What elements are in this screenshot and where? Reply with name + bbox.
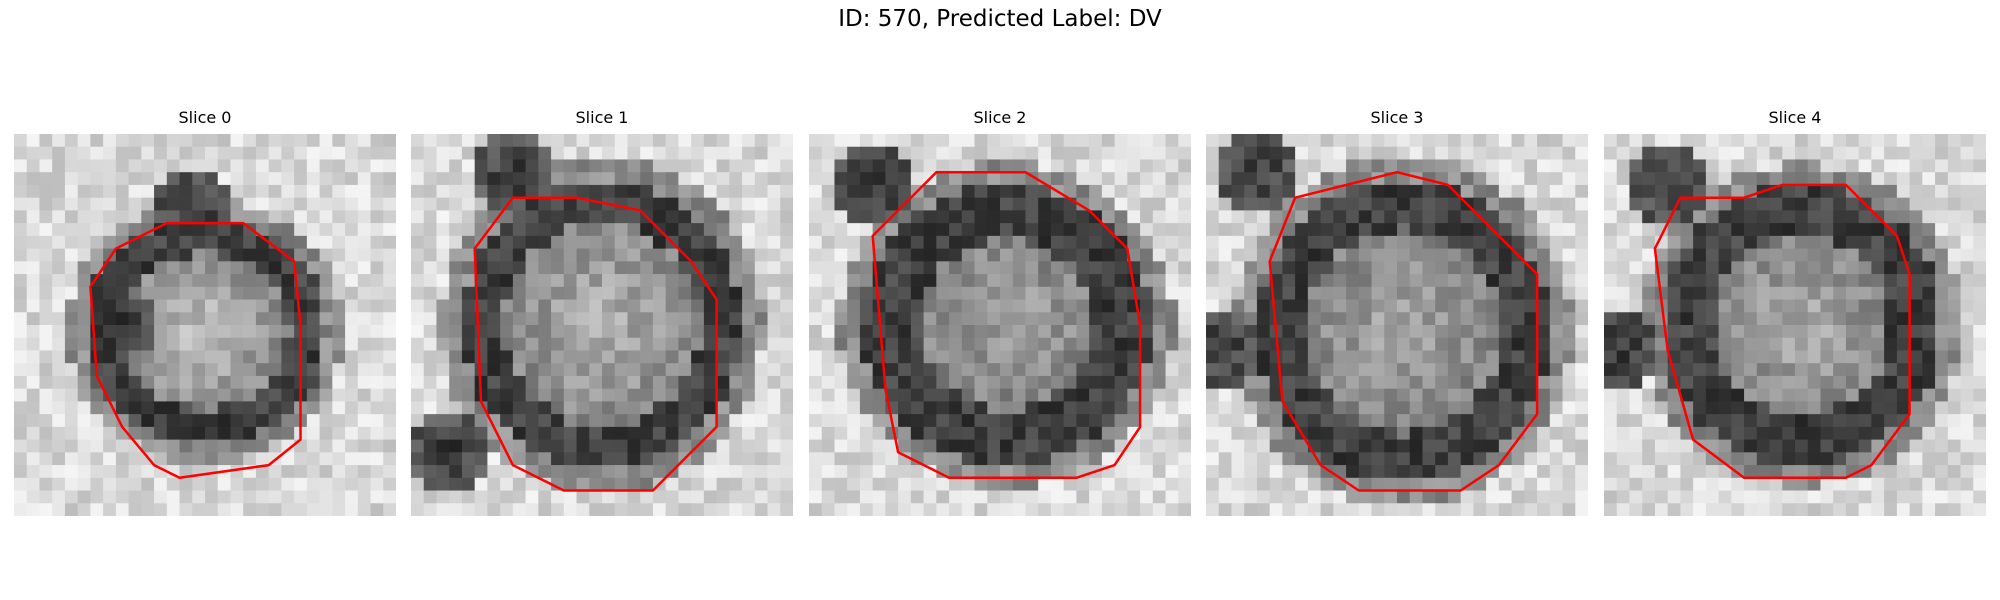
segmentation-contour — [1268, 170, 1539, 492]
pixel-grid — [411, 134, 793, 516]
slice-panel-4: Slice 4 — [1604, 108, 1986, 520]
slice-panel-2: Slice 2 — [809, 108, 1191, 520]
pixel-grid — [1604, 134, 1986, 516]
pixel-grid — [14, 134, 396, 516]
slice-title: Slice 4 — [1768, 108, 1822, 127]
pixel-grid — [1206, 134, 1588, 516]
figure-title: ID: 570, Predicted Label: DV — [838, 6, 1162, 32]
slice-title: Slice 0 — [178, 108, 232, 127]
slice-image — [1604, 134, 1986, 516]
segmentation-contour — [473, 196, 718, 492]
slice-title: Slice 1 — [575, 108, 629, 127]
slice-image — [14, 134, 396, 516]
pixel-grid — [809, 134, 1191, 516]
slice-panel-3: Slice 3 — [1206, 108, 1588, 520]
slice-panel-1: Slice 1 — [411, 108, 793, 520]
slice-image — [1206, 134, 1588, 516]
segmentation-contour — [89, 221, 302, 480]
segmentation-contour — [871, 170, 1142, 480]
slice-title: Slice 2 — [973, 108, 1027, 127]
slice-image — [809, 134, 1191, 516]
segmentation-contour — [1653, 183, 1911, 480]
slice-title: Slice 3 — [1370, 108, 1424, 127]
slice-image — [411, 134, 793, 516]
slice-panel-0: Slice 0 — [14, 108, 396, 520]
